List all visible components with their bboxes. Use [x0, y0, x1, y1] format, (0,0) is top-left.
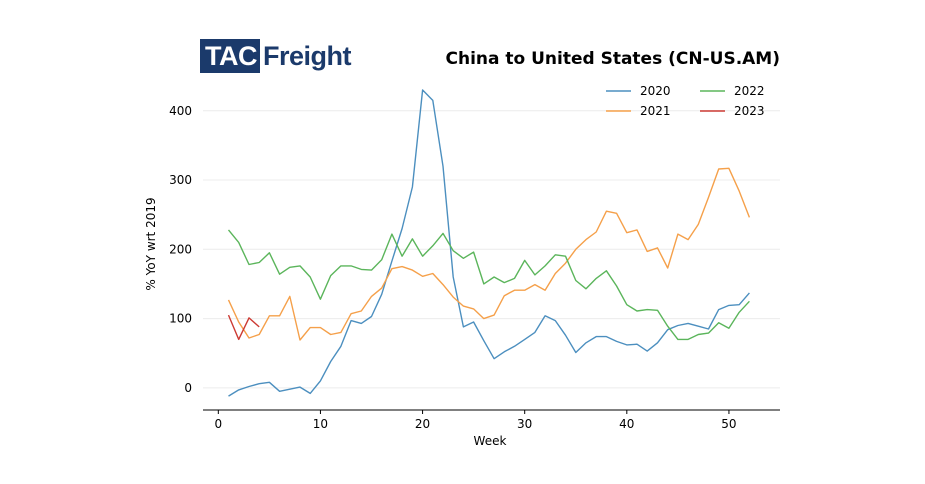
x-axis-title: Week	[474, 434, 507, 448]
legend-label-2023: 2023	[734, 104, 765, 118]
y-tick-label-0: 0	[184, 381, 192, 395]
tac-freight-logo: TAC Freight	[200, 39, 352, 73]
logo-tac-text: TAC	[200, 39, 260, 73]
logo-freight-text: Freight	[263, 41, 352, 71]
x-tick-label-20: 20	[415, 417, 430, 431]
y-tick-label-100: 100	[169, 312, 192, 326]
axes: 0 10 20 30 40 50 0 100 200 300 400	[169, 104, 780, 431]
x-tick-label-0: 0	[214, 417, 222, 431]
y-tick-label-300: 300	[169, 173, 192, 187]
x-tick-label-10: 10	[313, 417, 328, 431]
chart-title: China to United States (CN-US.AM)	[445, 49, 780, 69]
x-tick-label-40: 40	[619, 417, 634, 431]
gridlines	[203, 110, 780, 389]
legend-label-2021: 2021	[640, 104, 671, 118]
legend-label-2022: 2022	[734, 84, 765, 98]
y-tick-label-200: 200	[169, 242, 192, 256]
y-axis-title: % YoY wrt 2019	[144, 197, 158, 290]
series-line-2021	[227, 167, 751, 341]
x-tick-label-30: 30	[517, 417, 532, 431]
series-lines	[227, 89, 751, 397]
x-tick-label-50: 50	[721, 417, 736, 431]
series-line-2023	[227, 314, 260, 341]
legend-label-2020: 2020	[640, 84, 671, 98]
series-line-2022	[227, 229, 750, 341]
series-line-2020	[228, 89, 750, 397]
y-tick-label-400: 400	[169, 104, 192, 118]
legend: 2020 2021 2022 2023	[606, 84, 765, 118]
